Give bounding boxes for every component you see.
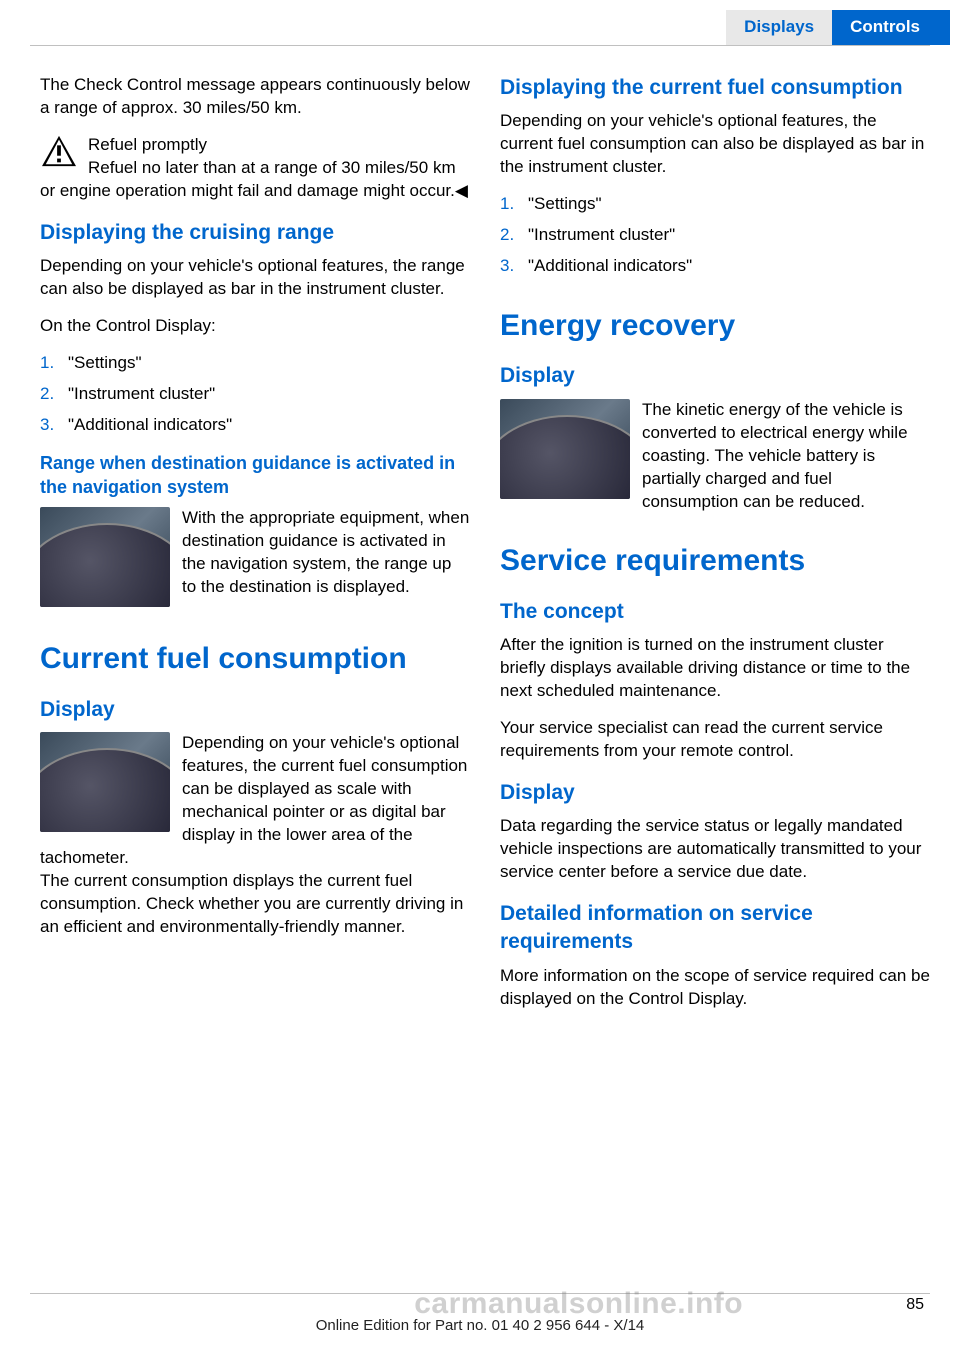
page-number: 85	[906, 1294, 924, 1316]
heading-disp-fuel: Displaying the current fuel consumption	[500, 74, 930, 102]
warning-block: Refuel promptly Refuel no later than at …	[40, 134, 470, 203]
heading-current-fuel: Current fuel consumption	[40, 639, 470, 680]
header-tab-displays: Displays	[726, 10, 832, 45]
heading-display-left: Display	[40, 696, 470, 724]
heading-cruising-range: Displaying the cruising range	[40, 219, 470, 247]
heading-range-nav: Range when destination guidance is activ…	[40, 451, 470, 500]
display-text-2: The current consumption displays the cur…	[40, 870, 470, 939]
energy-text: The kinetic energy of the vehicle is con…	[642, 400, 908, 511]
cruising-p2: On the Control Display:	[40, 315, 470, 338]
list-item: 2."Instrument cluster"	[500, 224, 930, 247]
list-item: 3."Additional indicators"	[500, 255, 930, 278]
left-column: The Check Control message appears contin…	[40, 74, 470, 1025]
cruising-steps: 1."Settings" 2."Instrument cluster" 3."A…	[40, 352, 470, 437]
header-tab-controls: Controls	[832, 10, 950, 45]
warning-icon	[40, 134, 78, 168]
list-item: 3."Additional indicators"	[40, 414, 470, 437]
page-header: Displays Controls	[0, 0, 960, 45]
heading-service-req: Service requirements	[500, 541, 930, 582]
concept-p1: After the ignition is turned on the inst…	[500, 634, 930, 703]
warning-body: Refuel no later than at a range of 30 mi…	[40, 158, 468, 200]
range-nav-text: With the appropriate equipment, when des…	[182, 508, 469, 596]
list-item: 1."Settings"	[500, 193, 930, 216]
display2-p: Data regarding the service status or leg…	[500, 815, 930, 884]
heading-display-energy: Display	[500, 362, 930, 390]
detailed-p: More information on the scope of service…	[500, 965, 930, 1011]
gauge-range-image	[40, 507, 170, 607]
heading-concept: The concept	[500, 598, 930, 626]
heading-energy-recovery: Energy recovery	[500, 306, 930, 347]
cruising-p1: Depending on your vehicle's optional fea…	[40, 255, 470, 301]
footer-text: Online Edition for Part no. 01 40 2 956 …	[0, 1316, 960, 1336]
right-column: Displaying the current fuel consumption …	[500, 74, 930, 1025]
intro-paragraph: The Check Control message appears contin…	[40, 74, 470, 120]
list-item: 1."Settings"	[40, 352, 470, 375]
energy-block: The kinetic energy of the vehicle is con…	[500, 399, 930, 514]
content-area: The Check Control message appears contin…	[0, 46, 960, 1025]
disp-fuel-p: Depending on your vehicle's optional fea…	[500, 110, 930, 179]
display-block: Depending on your vehicle's optional fea…	[40, 732, 470, 870]
heading-display-service: Display	[500, 779, 930, 807]
concept-p2: Your service specialist can read the cur…	[500, 717, 930, 763]
list-item: 2."Instrument cluster"	[40, 383, 470, 406]
gauge-energy-image	[500, 399, 630, 499]
warning-title: Refuel promptly	[88, 135, 207, 154]
heading-detailed: Detailed information on service requirem…	[500, 900, 930, 957]
gauge-fuel-image	[40, 732, 170, 832]
range-nav-block: With the appropriate equipment, when des…	[40, 507, 470, 611]
footer-rule	[30, 1293, 930, 1294]
disp-fuel-steps: 1."Settings" 2."Instrument cluster" 3."A…	[500, 193, 930, 278]
